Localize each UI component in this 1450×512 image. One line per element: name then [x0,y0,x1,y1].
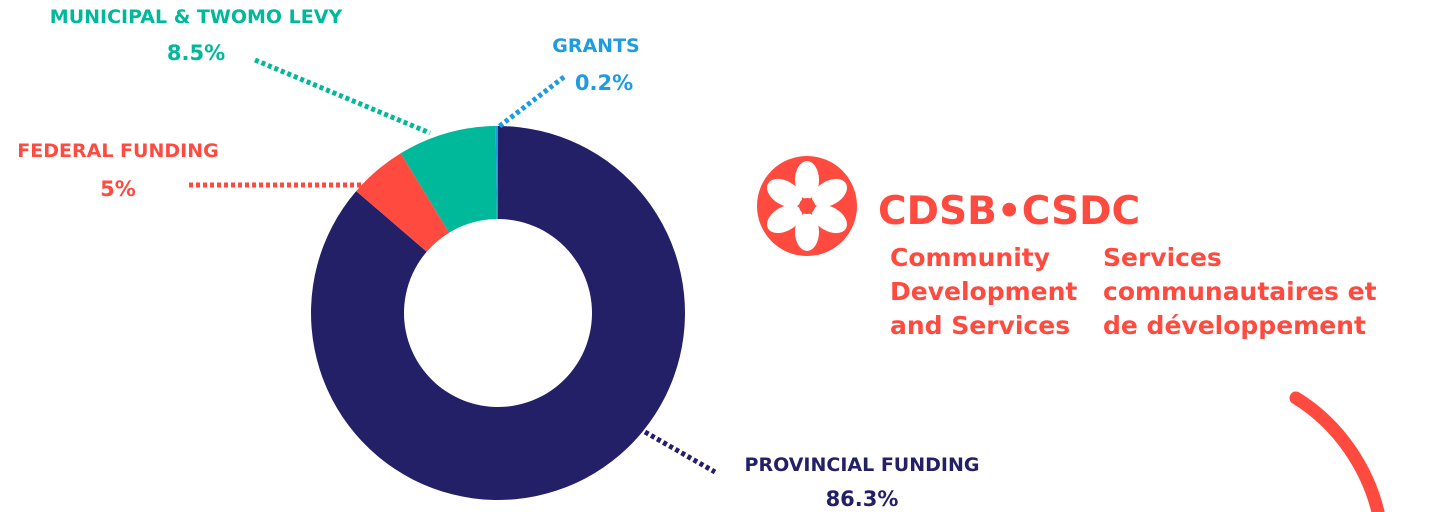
logo-wordmark: CDSB•CSDC [878,189,1140,234]
category-label-1: FEDERAL FUNDING [17,140,218,162]
decorative-brush-stroke [1289,391,1385,512]
flower-petal [812,178,848,208]
value-label-3: 0.2% [575,71,633,95]
logo-french-line-1: Services [1103,243,1222,272]
category-label-0: PROVINCIAL FUNDING [745,454,980,476]
flower-petal [766,178,802,208]
value-label-2: 8.5% [167,41,225,65]
logo-french-name: Services communautaires et de développem… [1103,243,1377,340]
logo-english-name: Community Development and Services [890,243,1077,340]
logo-english-line-1: Community [890,243,1050,272]
logo-french-line-2: communautaires et [1103,277,1377,306]
leader-lines [187,57,717,475]
leader-line-0 [643,429,717,475]
logo-english-line-3: and Services [890,311,1070,340]
category-label-2: MUNICIPAL & TWOMO LEVY [50,6,343,28]
category-label-3: GRANTS [552,35,639,57]
logo-english-line-2: Development [890,277,1077,306]
value-label-1: 5% [100,177,136,201]
flower-petal [795,161,819,199]
donut-chart [310,126,686,500]
flower-core [799,198,815,214]
flower-petal [795,213,819,251]
slice-labels: PROVINCIAL FUNDING 86.3% FEDERAL FUNDING 5%… [17,6,979,511]
donut-slice-grants [495,126,498,220]
flower-logo-icon [757,156,857,256]
donut-slice-federal-funding [356,153,450,252]
leader-line-3 [495,75,566,130]
logo-french-line-3: de développement [1103,311,1366,340]
flower-petal [812,204,848,234]
donut-slice-provincial-funding [310,126,686,500]
flower-petal [766,204,802,234]
cdsb-logo: CDSB•CSDC Community Development and Serv… [757,156,1377,340]
donut-slice-municipal-twomo-levy [400,126,497,233]
value-label-0: 86.3% [826,487,899,511]
leader-line-2 [254,57,431,136]
